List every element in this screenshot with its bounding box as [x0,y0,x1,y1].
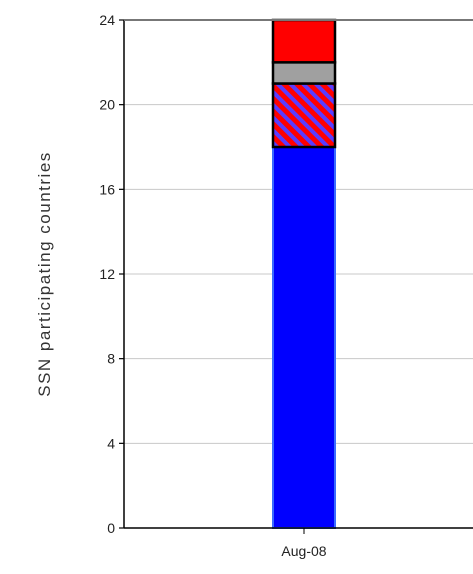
y-axis-title: SSN participating countries [35,151,54,397]
bar-segment [272,146,336,529]
x-category-label: Aug-08 [281,543,326,559]
y-tick-label: 16 [99,181,115,197]
x-axis-labels: Aug-08 [281,528,327,559]
y-tick-label: 0 [107,520,115,536]
y-tick-label: 12 [99,266,115,282]
bar-segment [271,61,337,85]
bar-segment [271,18,337,64]
bar-segments [271,18,337,529]
y-tick-label: 4 [107,435,115,451]
y-tick-label: 20 [99,97,115,113]
y-axis-ticks: 0 4 8 12 16 20 24 [99,12,124,536]
y-tick-label: 24 [99,12,115,28]
y-tick-label: 8 [107,351,115,367]
bar-segment [271,82,337,149]
